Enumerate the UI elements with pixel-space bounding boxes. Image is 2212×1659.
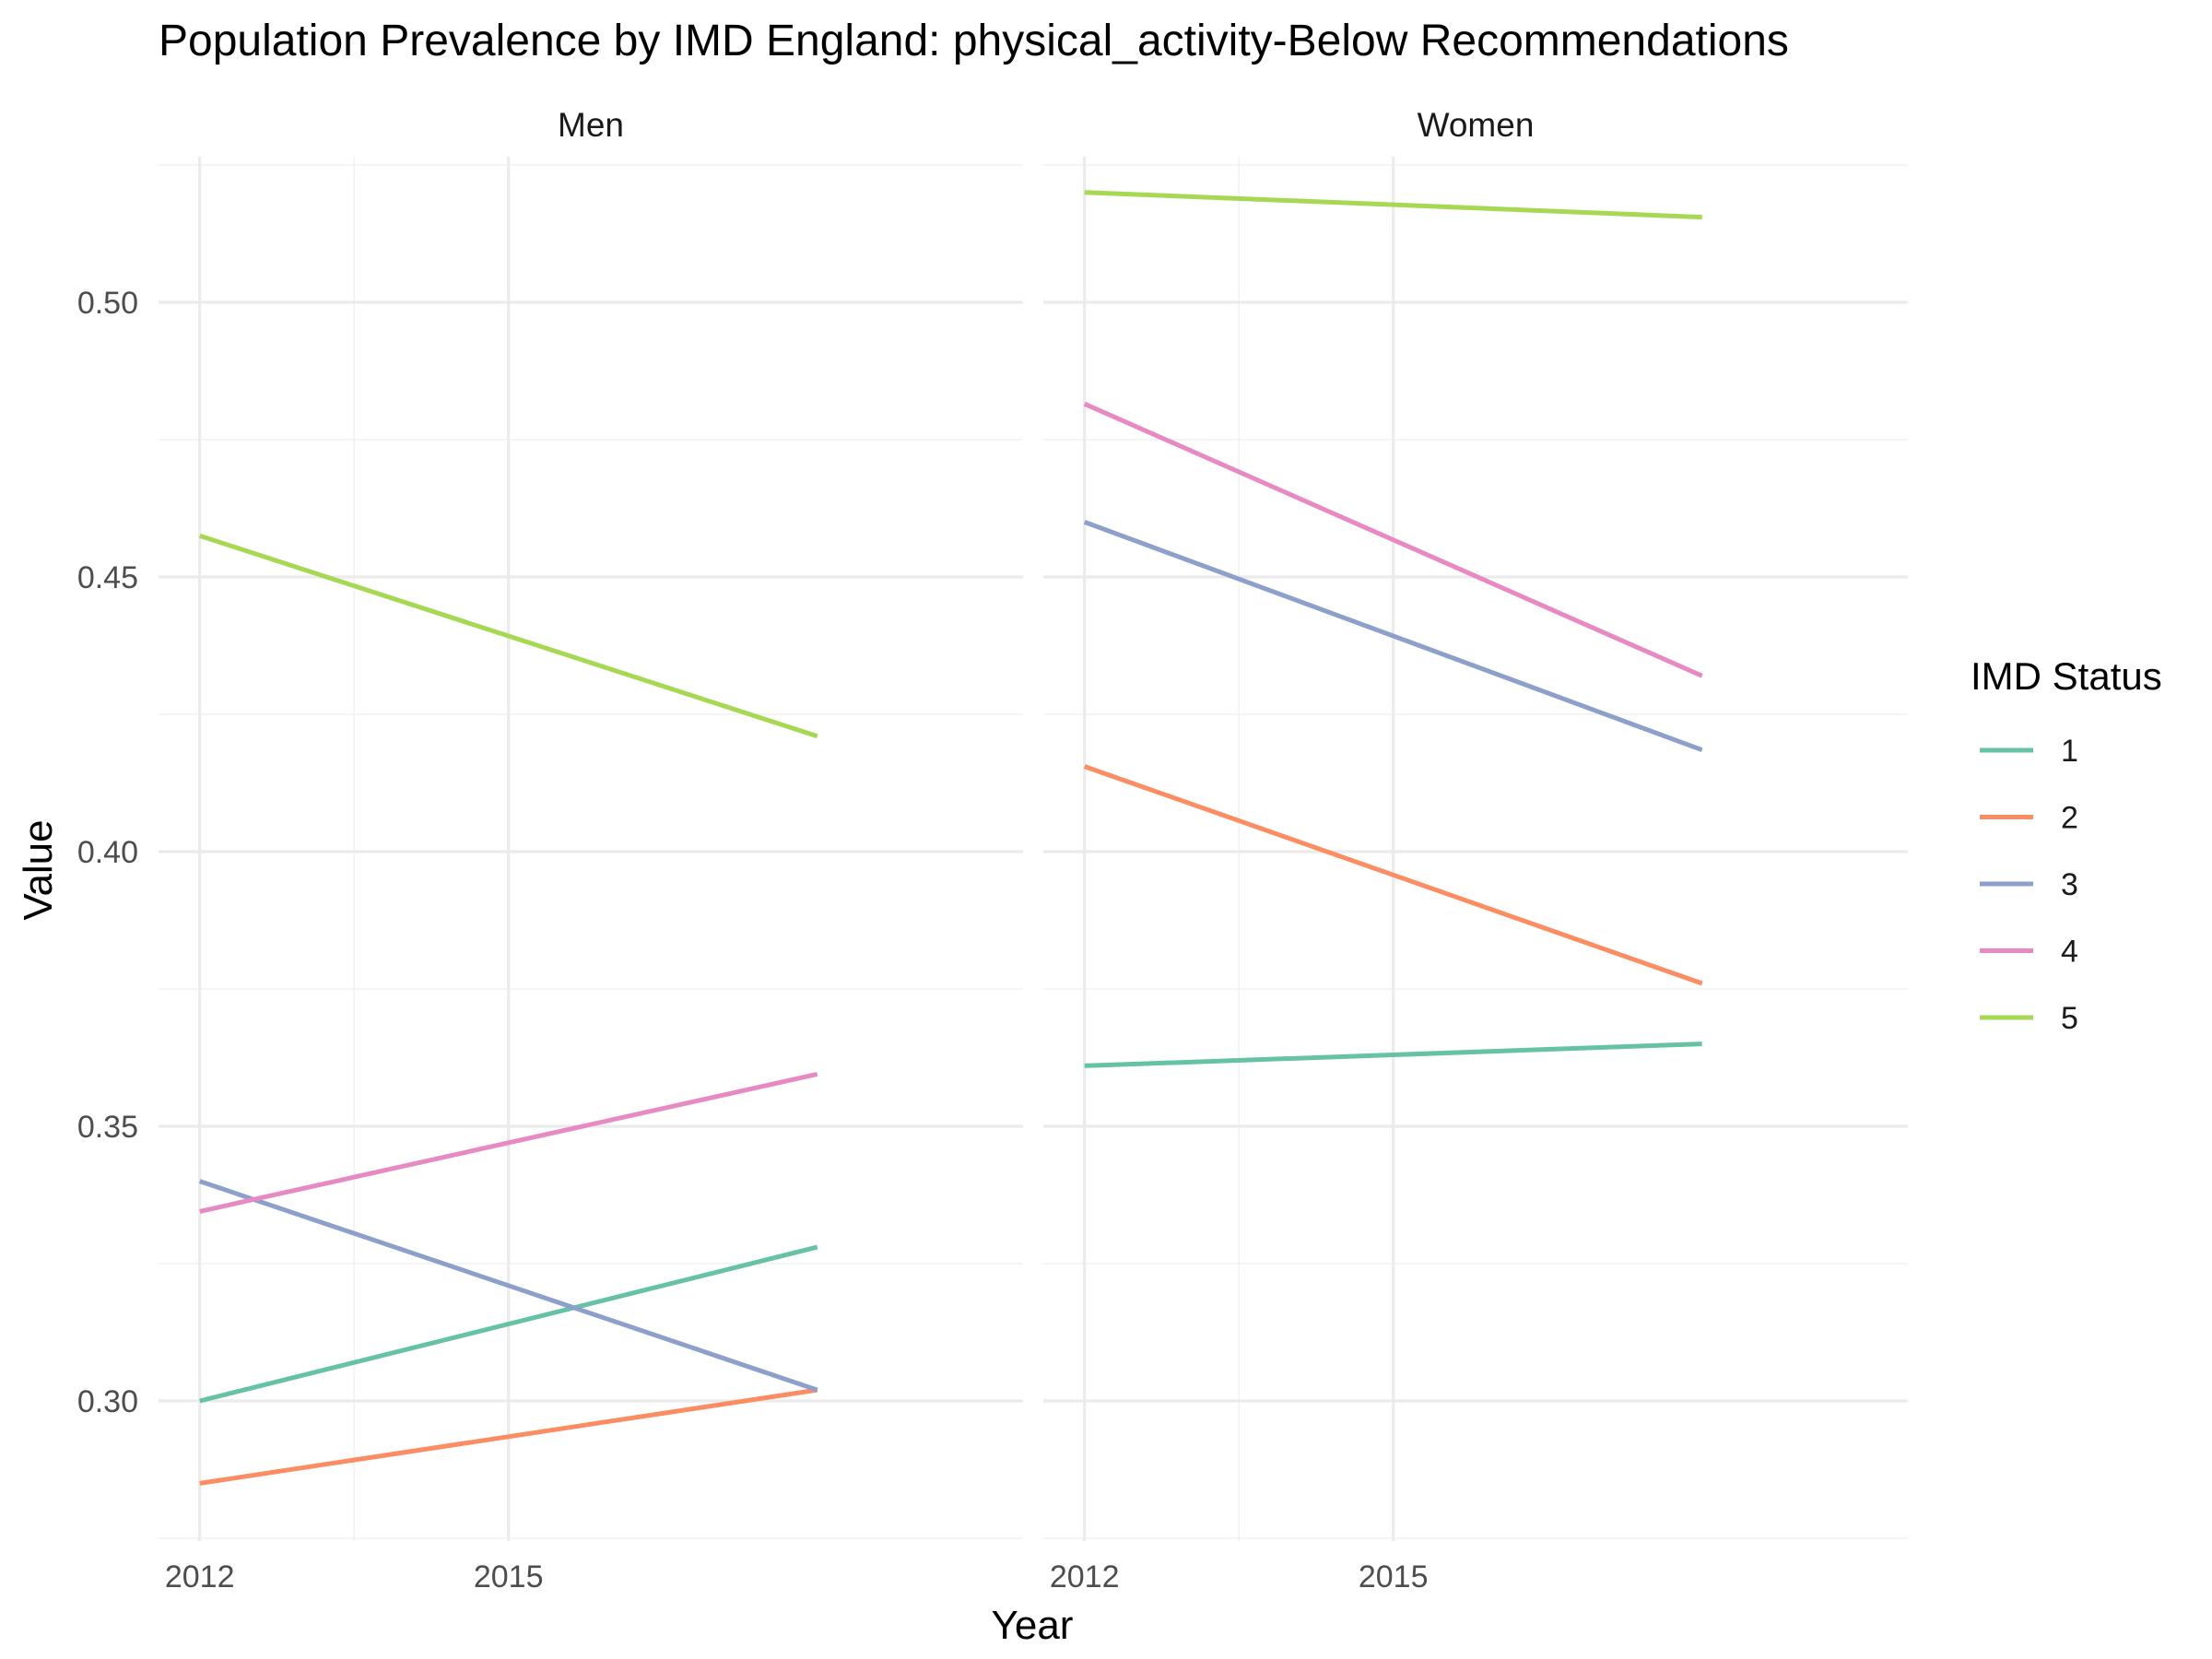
y-tick-label: 0.30 (77, 1384, 138, 1419)
facet-label-men: Men (558, 106, 624, 144)
series-line-men-imd-4 (199, 1071, 818, 1214)
panel-men: Men 2012 2015 0.30 0.35 0.40 0.45 0.50 (77, 106, 1023, 1594)
series-line-women-imd-2 (1083, 764, 1703, 986)
x-tick-label: 2015 (1359, 1559, 1429, 1594)
legend-label: 5 (2061, 1001, 2078, 1036)
x-tick-label: 2015 (474, 1559, 544, 1594)
y-tick-label: 0.35 (77, 1110, 138, 1145)
series-line-men-imd-1 (199, 1244, 818, 1404)
legend-item-4: 4 (1980, 935, 2078, 970)
series-line-women-imd-5 (1084, 190, 1702, 220)
facet-label-women: Women (1418, 106, 1535, 144)
chart-title: Population Prevalence by IMD England: ph… (159, 17, 1789, 65)
legend-item-5: 5 (1980, 1001, 2078, 1036)
legend-label: 1 (2061, 734, 2078, 769)
legend-title: IMD Status (1971, 654, 2162, 698)
x-tick-label: 2012 (1050, 1559, 1120, 1594)
series-line-men-imd-5 (198, 533, 818, 739)
series-line-men-imd-2 (199, 1387, 818, 1486)
legend: IMD Status 1 2 3 4 5 (1971, 654, 2162, 1036)
series-line-women-imd-4 (1083, 401, 1703, 678)
series-line-men-imd-3 (198, 1179, 818, 1393)
y-axis-title: Value (16, 819, 61, 920)
y-tick-label: 0.40 (77, 835, 138, 870)
series-line-women-imd-3 (1083, 520, 1703, 753)
legend-item-1: 1 (1980, 734, 2078, 769)
legend-item-3: 3 (1980, 867, 2078, 902)
legend-label: 3 (2061, 867, 2078, 902)
x-axis-title: Year (992, 1603, 1074, 1648)
y-tick-label: 0.50 (77, 286, 138, 321)
y-tick-label: 0.45 (77, 560, 138, 595)
x-tick-label: 2012 (165, 1559, 235, 1594)
legend-label: 2 (2061, 801, 2078, 836)
panel-women: Women 2012 2015 (1043, 106, 1908, 1594)
legend-label: 4 (2061, 935, 2078, 970)
series-line-women-imd-1 (1084, 1041, 1702, 1068)
legend-item-2: 2 (1980, 801, 2078, 836)
facet-panels: Men 2012 2015 0.30 0.35 0.40 0.45 0.50 Women 2012… (77, 106, 1908, 1594)
